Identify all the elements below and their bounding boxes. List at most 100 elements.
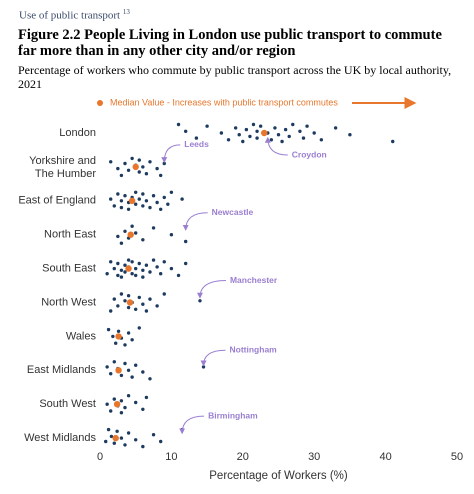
dot — [194, 136, 199, 140]
dot — [126, 294, 131, 298]
chart-title: Figure 2.2 People Living in London use p… — [18, 27, 442, 59]
dot — [158, 439, 163, 444]
dot — [273, 126, 277, 130]
dot — [109, 434, 114, 439]
dot — [137, 261, 141, 266]
dot — [130, 375, 134, 379]
dot — [126, 168, 131, 172]
annotation-arrow — [182, 212, 208, 231]
header-text: Use of public transport — [19, 9, 121, 22]
dot — [319, 138, 324, 142]
dot — [126, 207, 131, 211]
dot — [219, 131, 224, 135]
legend-marker — [97, 100, 103, 106]
dot — [130, 156, 134, 161]
dot — [119, 199, 124, 203]
median-dot — [112, 434, 119, 442]
dot — [130, 224, 134, 228]
dot — [134, 231, 138, 235]
median-dot — [128, 197, 136, 204]
dot — [144, 172, 149, 176]
header: Use of public transport 13 — [19, 8, 130, 22]
dot — [116, 273, 120, 278]
y-tick-label-line: The Humber — [35, 168, 96, 180]
dot — [105, 272, 109, 276]
annotation-arrow — [200, 349, 226, 367]
dot — [119, 205, 124, 210]
dot — [126, 258, 131, 262]
dot — [148, 205, 152, 210]
dot — [109, 260, 113, 264]
dot — [162, 195, 166, 200]
dot — [126, 331, 131, 335]
x-tick-label: 30 — [308, 451, 320, 463]
dot — [114, 341, 118, 345]
dot — [119, 399, 124, 403]
annotation-label: Croydon — [292, 149, 327, 159]
annotation-arrow — [179, 415, 205, 435]
x-tick-label: 20 — [237, 451, 249, 463]
y-tick-label: East Midlands — [27, 364, 97, 376]
x-tick-label: 10 — [165, 451, 177, 463]
annotation-label: Leeds — [184, 139, 209, 149]
median-dot — [115, 367, 122, 374]
dot — [123, 361, 127, 366]
dot — [119, 411, 124, 415]
median-dot — [127, 231, 134, 238]
dot — [134, 273, 138, 278]
y-tick-label: North West — [41, 296, 96, 308]
dot — [104, 439, 108, 444]
median-dot — [261, 129, 268, 137]
y-tick-label: West Midlands — [24, 432, 96, 444]
dot — [141, 204, 145, 208]
y-tick-label: London — [59, 127, 96, 139]
dot — [130, 338, 134, 342]
annotation-arrow — [161, 144, 181, 164]
annotation-label: Birmingham — [208, 410, 258, 420]
dot — [116, 304, 120, 308]
dot — [180, 197, 184, 201]
dot — [141, 407, 145, 411]
dot — [130, 272, 134, 276]
dot — [183, 261, 188, 266]
dot — [111, 334, 115, 339]
dot — [241, 139, 245, 144]
median-dot — [125, 265, 132, 272]
median-dot — [113, 401, 121, 408]
dot — [134, 307, 138, 311]
dot — [151, 433, 156, 437]
dot — [155, 265, 159, 269]
dot — [126, 431, 131, 435]
dot — [158, 207, 163, 211]
dot — [276, 133, 281, 137]
dot — [134, 266, 138, 271]
y-tick-label: South West — [39, 398, 96, 410]
annotation-label: Manchester — [230, 275, 278, 285]
median-dot — [126, 299, 134, 306]
dot — [112, 204, 116, 208]
dot — [158, 173, 163, 178]
dot — [119, 436, 124, 440]
dot — [123, 263, 127, 267]
dot — [116, 166, 120, 171]
dot — [205, 124, 209, 128]
dot — [176, 273, 181, 278]
dot — [141, 192, 145, 196]
dot — [144, 263, 149, 267]
annotation-label: Newcastle — [212, 207, 254, 217]
dot — [112, 297, 116, 301]
dot — [176, 122, 181, 127]
dot — [312, 131, 316, 135]
dot — [148, 270, 152, 274]
dot — [130, 260, 134, 264]
dot — [109, 309, 113, 313]
dot — [137, 170, 141, 174]
y-tick-label: North East — [44, 229, 96, 241]
dot — [134, 363, 138, 367]
y-tick-label: East of England — [18, 195, 96, 207]
dot — [158, 272, 163, 276]
dot — [291, 122, 295, 127]
dot — [169, 266, 174, 271]
dot — [137, 158, 141, 162]
